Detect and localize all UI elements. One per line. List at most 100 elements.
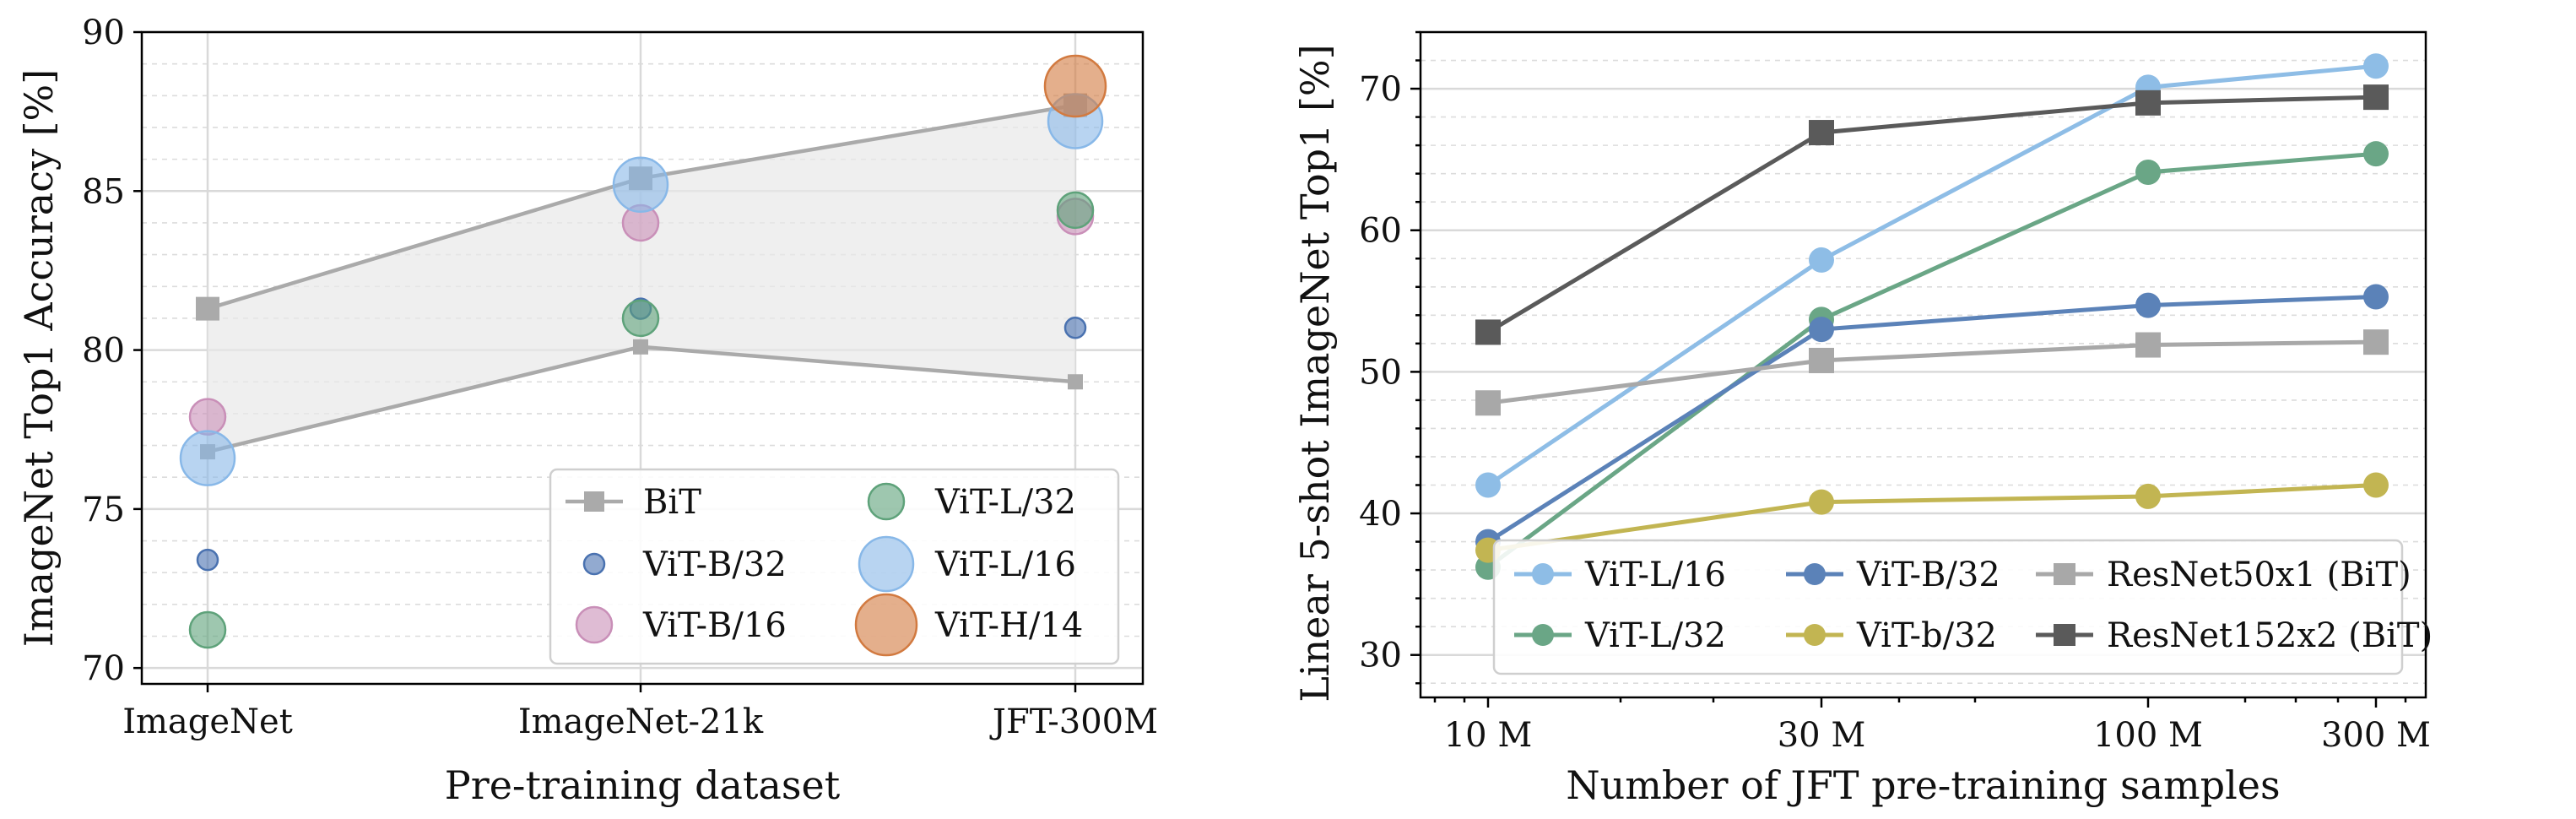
x-tick-label: 30 M [1778,716,1866,755]
plot-frame-left [140,30,1145,686]
legend-label: ViT-L/16 [934,545,1076,584]
legend-right: ViT-L/16 ViT-B/32 ResNet50x1 (BiT) ViT-L/32… [1492,539,2433,675]
point-vit-b-32 [2363,472,2389,498]
legend-item-vit-l-32: ViT-L/32 [867,482,1076,522]
legend-swatch-marker [582,552,606,576]
legend-box [549,468,1120,665]
legend-swatch-marker [867,482,906,521]
y-tick-label: 50 [1359,353,1402,392]
legend-swatch-marker [1804,563,1826,585]
series-line-resnet50x1-bit [1487,339,2377,405]
legend-swatch-marker [584,491,604,512]
x-tick-label: 100 M [2093,716,2203,755]
legend-item-vit-l-32: ViT-L/32 [1514,616,1726,655]
bit-band-fill [208,105,1075,453]
point-resnet50x1-bit [2363,329,2389,355]
point-resnet152x2-bit [2135,89,2161,116]
y-tick-label: 40 [1359,495,1402,534]
series-line-vit-l-32 [1486,151,2377,569]
legend-swatch-marker [858,535,915,593]
x-axis-label: Number of JFT pre-training samples [1566,762,2280,808]
chart-left-accuracy-vs-dataset: 70 75 80 85 90 ImageNet ImageNet-21k JFT-300M Pr… [16,14,1158,808]
point-vit-l-32 [188,610,227,649]
point-resnet152x2-bit [2363,84,2389,111]
legend-label: ViT-L/32 [1584,616,1726,655]
point-resnet152x2-bit [1475,319,1501,345]
x-tick-label: 300 M [2321,716,2431,755]
point-vit-l-16 [612,156,669,214]
point-vit-b-32 [1809,317,1834,343]
chart-right-fewshot-vs-samples: 30 40 50 60 70 10 M 30 M 100 M 300 M Number of JF… [1292,30,2433,808]
point-resnet50x1-bit [1475,390,1501,416]
series-resnet50x1-bit [1475,329,2389,416]
y-tick-label: 70 [1359,70,1402,109]
x-tick-label: ImageNet [122,702,293,741]
y-axis-label: ImageNet Top1 Accuracy [%] [16,69,62,647]
x-tick-label: ImageNet-21k [518,702,764,741]
point-vit-l-16 [1475,472,1501,498]
point-vit-l-32 [2135,159,2161,185]
point-vit-l-16 [2363,53,2389,79]
legend-swatch-marker [1532,563,1554,585]
legend-item-vit-b-32: ViT-B/32 [1786,556,2000,594]
series-line-resnet152x2-bit [1486,95,2377,334]
legend-swatch-marker [575,605,614,644]
legend-item-vit-l-16: ViT-L/16 [1514,556,1726,594]
legend-swatch-marker [2054,563,2075,585]
y-tick-label: 75 [82,491,125,529]
legend-label: ResNet50x1 (BiT) [2107,556,2411,594]
y-tick-label: 30 [1359,637,1402,675]
y-tick-label: 60 [1359,212,1402,251]
point-vit-l-32 [1056,191,1095,230]
point-vit-b-32 [2135,292,2161,318]
series-vit-b-32 [1475,472,2389,563]
point-resnet50x1-bit [2135,332,2161,358]
legend-swatch-marker [1804,624,1826,646]
point-vit-b-32 [1809,489,1834,515]
point-vit-l-32 [2363,141,2389,167]
legend-swatch-marker [854,593,918,657]
legend-item-vit-b-16: ViT-B/16 [575,605,787,645]
legend-swatch-marker [1532,624,1554,646]
legend-item-vit-l-16: ViT-L/16 [858,535,1076,593]
legend-label: ViT-L/32 [934,483,1076,522]
legend-box [1492,539,2404,675]
y-axis-label: Linear 5-shot ImageNet Top1 [%] [1292,44,1338,702]
series-vit-b-32 [1475,284,2389,555]
bit-lower-point [1068,374,1083,390]
legend-label: ViT-B/32 [642,545,787,584]
point-resnet152x2-bit [1809,120,1834,146]
legend-item-resnet50x1-bit: ResNet50x1 (BiT) [2036,556,2411,594]
x-tick-label: 10 M [1444,716,1533,755]
point-vit-l-16 [179,430,236,486]
series-resnet152x2-bit [1475,84,2389,345]
legend-left: BiT ViT-B/32 ViT-B/16 ViT-L/32 ViT-L/16 ViT-H… [549,468,1120,665]
y-tick-label: 90 [82,14,125,52]
series-line-vit-b-32 [1487,483,2377,553]
legend-item-vit-b-32: ViT-b/32 [1786,616,1997,655]
legend-label: ResNet152x2 (BiT) [2107,616,2433,655]
point-vit-b-32 [2363,284,2389,310]
legend-label: ViT-B/32 [1856,556,2000,594]
legend-item-resnet152x2-bit: ResNet152x2 (BiT) [2036,616,2433,655]
legend-swatch-marker [2054,624,2075,646]
series-line-vit-l-16 [1486,63,2377,487]
point-vit-b-32 [2135,483,2161,509]
legend-label: ViT-H/14 [934,606,1083,645]
legend-label: ViT-b/32 [1856,616,1997,655]
legend-label: BiT [643,483,701,522]
y-tick-label: 85 [82,172,125,211]
series-line-vit-b-32 [1486,295,2377,544]
point-resnet50x1-bit [1809,347,1834,373]
point-vit-b-32 [196,548,219,572]
point-vit-b-32 [1063,316,1087,339]
legend-label: ViT-B/16 [642,606,787,645]
point-vit-b-16 [188,398,227,436]
x-axis-label: Pre-training dataset [445,762,841,808]
point-vit-h-14 [1043,54,1107,118]
legend-label: ViT-L/16 [1584,556,1726,594]
x-tick-label: JFT-300M [989,702,1158,741]
legend-item-vit-b-32: ViT-B/32 [582,545,787,584]
point-vit-l-16 [1809,247,1834,273]
